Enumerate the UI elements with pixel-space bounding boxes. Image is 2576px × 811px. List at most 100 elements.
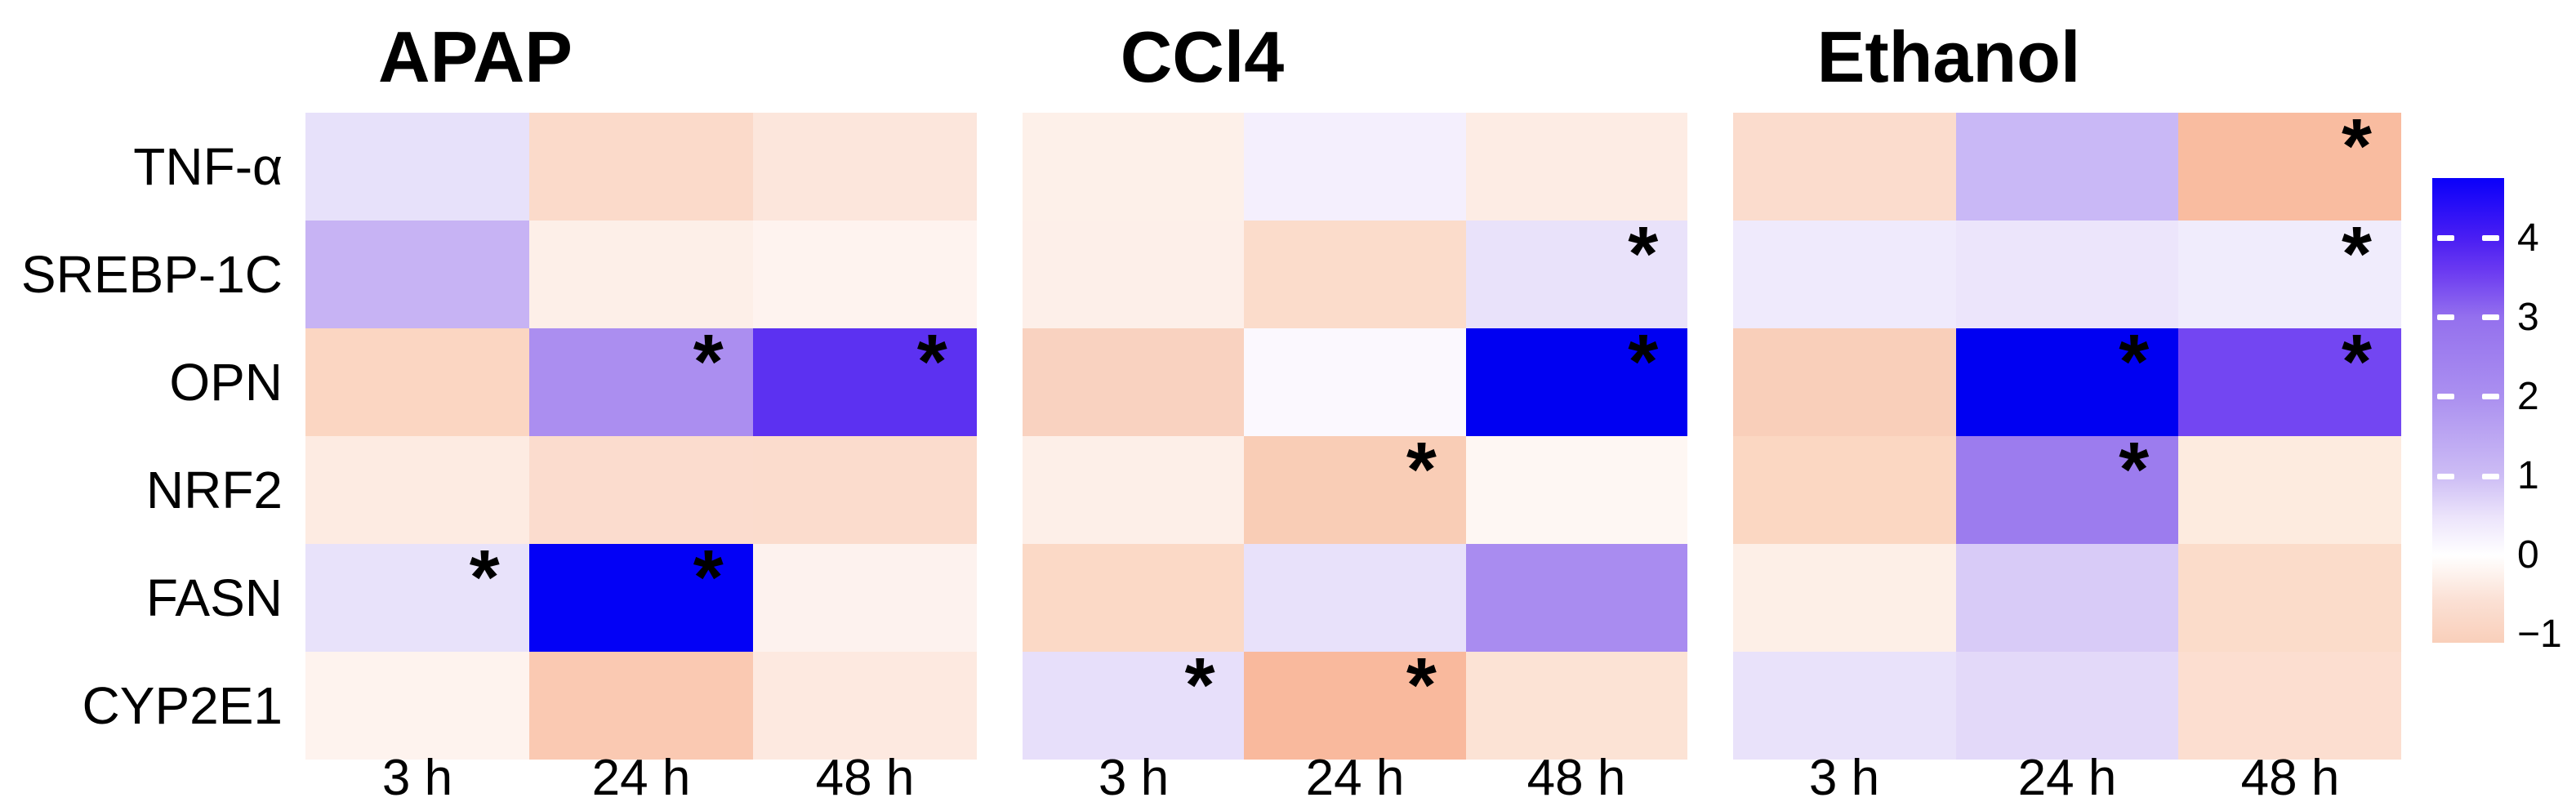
heatmap-cell [529,652,753,760]
heatmap-cell [1465,113,1687,221]
significance-asterisk: * [2341,211,2372,297]
heatmap-cell [1244,221,1466,328]
heatmap-cell: * [1023,647,1245,760]
panel-title-ethanol: Ethanol [1816,16,2081,97]
x-label-ccl4-24h: 24 h [1305,750,1405,806]
heatmap-cell [753,436,977,544]
heatmap-cell: * [753,323,977,436]
significance-asterisk: * [1628,211,1659,297]
heatmap-cell [1733,652,1956,760]
significance-asterisk: * [2119,319,2150,405]
colorbar-tick-label: 4 [2517,216,2539,260]
panel-title-ccl4: CCl4 [1120,16,1285,97]
heatmap-cell [305,328,529,436]
colorbar-tick [2482,235,2499,242]
heatmap-cell [753,544,977,652]
significance-asterisk: * [693,534,724,621]
heatmap-cell: * [1955,431,2179,544]
heatmap-cell [753,113,977,221]
x-label-ethanol-3h: 3 h [1808,750,1880,806]
heatmap-cell: * [2178,323,2401,436]
heatmap-cell [1733,544,1956,652]
heatmap-cell [1465,436,1687,544]
heatmap-cell [305,113,529,221]
colorbar-legend: 4 3 2 1 0 −1 [2432,178,2576,654]
heatmap-cell: * [305,539,529,652]
significance-asterisk: * [2341,319,2372,405]
row-label-cyp2e1: CYP2E1 [82,676,283,735]
heatmap-cell [1733,328,1956,436]
heatmap-cell [305,436,529,544]
heatmap-cell [1023,328,1245,436]
colorbar-tick-label: −1 [2517,613,2562,657]
heatmap-cell: * [1244,647,1466,760]
heatmap-cell [305,652,529,760]
colorbar-tick [2437,394,2454,400]
heatmap-cell [2178,544,2401,652]
x-label-ethanol-24h: 24 h [2017,750,2117,806]
significance-asterisk: * [2341,103,2372,189]
heatmap-cell [1023,113,1245,221]
heatmap-panel-ethanol: * * * * * [1733,108,2401,760]
colorbar-tick-label: 1 [2517,454,2539,498]
heatmap-cell: * [1955,323,2179,436]
heatmap-cell [1023,221,1245,328]
x-label-apap-3h: 3 h [381,750,453,806]
heatmap-cell: * [2178,108,2401,221]
heatmap-cell [1733,113,1956,221]
heatmap-cell [1733,221,1956,328]
heatmap-cell [1244,328,1466,436]
colorbar-gradient [2432,178,2504,643]
colorbar-tick [2437,473,2454,479]
heatmap-cell [1244,544,1466,652]
heatmap-cell [529,436,753,544]
heatmap-panel-apap: * * * * [305,113,977,760]
x-label-ccl4-48h: 48 h [1526,750,1626,806]
heatmap-cell [1955,113,2179,221]
heatmap-cell: * [529,323,753,436]
colorbar-tick [2437,314,2454,321]
colorbar-tick [2437,235,2454,242]
significance-asterisk: * [469,534,500,621]
heatmap-cell [1244,113,1466,221]
row-label-tnf-alpha: TNF-α [133,137,283,196]
colorbar-tick [2482,314,2499,321]
heatmap-cell [529,113,753,221]
heatmap-cell: * [1465,323,1687,436]
heatmap-cell [1023,436,1245,544]
row-label-srebp-1c: SREBP-1C [20,245,283,304]
significance-asterisk: * [1184,642,1215,729]
heatmap-cell [305,221,529,328]
significance-asterisk: * [916,319,947,405]
heatmap-cell [1955,221,2179,328]
heatmap-cell: * [1244,431,1466,544]
x-label-apap-48h: 48 h [815,750,915,806]
heatmap-cell [1955,652,2179,760]
heatmap-panel-ccl4: * * * * * [1023,113,1687,760]
colorbar-tick-label: 0 [2517,533,2539,577]
panel-title-apap: APAP [378,16,573,97]
heatmap-cell [2178,436,2401,544]
colorbar-tick-label: 3 [2517,295,2539,339]
significance-asterisk: * [693,319,724,405]
heatmap-cell [1955,544,2179,652]
heatmap-cell [753,221,977,328]
heatmap-cell: * [2178,216,2401,328]
heatmap-cell [2178,652,2401,760]
heatmap-cell [1465,544,1687,652]
colorbar-tick-label: 2 [2517,374,2539,418]
significance-asterisk: * [2119,426,2150,513]
heatmap-cell: * [529,539,753,652]
heatmap-cell [1733,436,1956,544]
heatmap-cell [1023,544,1245,652]
heatmap-cell [529,221,753,328]
colorbar-tick [2482,394,2499,400]
row-label-fasn: FASN [145,568,283,627]
heatmap-cell [753,652,977,760]
significance-asterisk: * [1406,426,1437,513]
significance-asterisk: * [1406,642,1437,729]
significance-asterisk: * [1628,319,1659,405]
row-label-nrf2: NRF2 [145,461,283,519]
x-label-ccl4-3h: 3 h [1098,750,1170,806]
